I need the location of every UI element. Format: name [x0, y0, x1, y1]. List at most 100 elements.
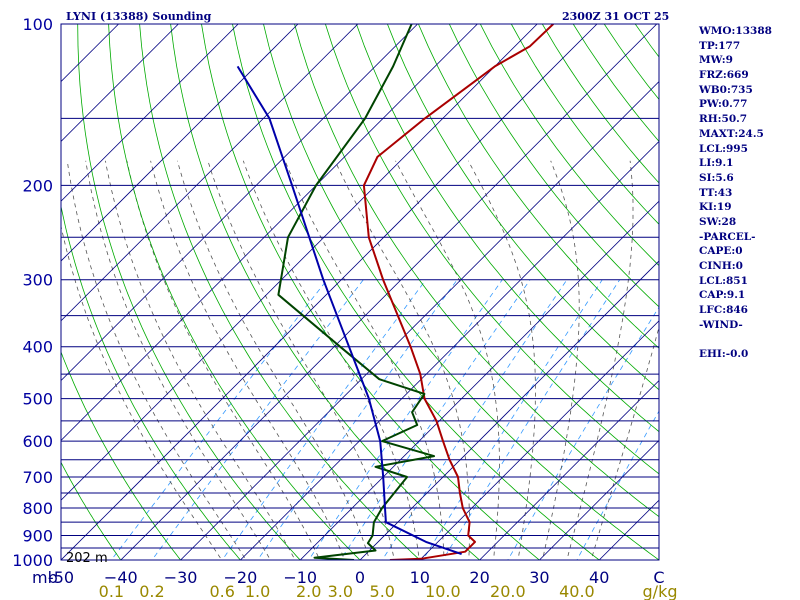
- temperature-tick-label: 20: [469, 568, 489, 587]
- temperature-trace: [362, 24, 554, 560]
- isotherm-line: [61, 24, 239, 202]
- pressure-tick-label: 400: [22, 338, 53, 357]
- isotherm-line: [61, 24, 538, 501]
- sounding-timestamp: 2300Z 31 OCT 25: [562, 10, 670, 23]
- isotherm-line: [419, 320, 659, 560]
- moist-adiabat-line: [566, 160, 634, 560]
- temperature-tick-label: 10: [410, 568, 430, 587]
- dry-adiabat-line: [61, 461, 122, 560]
- dry-adiabat-line: [139, 24, 421, 560]
- isotherm-line: [539, 439, 659, 560]
- isotherm-line: [240, 140, 659, 560]
- mixing-ratio-label: 5.0: [370, 582, 395, 600]
- mixing-ratio-label: 2.0: [296, 582, 321, 600]
- mixing-ratio-label: 0.6: [209, 582, 234, 600]
- index-item: LFC:846: [699, 304, 748, 317]
- dry-adiabat-line: [387, 24, 659, 391]
- temperature-tick-label: -50: [48, 568, 74, 587]
- temperature-tick-label: −10: [283, 568, 317, 587]
- dry-adiabat-line: [170, 24, 481, 560]
- index-item: EHI:-0.0: [699, 348, 749, 361]
- index-item: TP:177: [699, 39, 741, 52]
- index-item: SI:5.6: [699, 171, 734, 184]
- mixing-ratio-line: [308, 279, 503, 560]
- pressure-tick-label: 700: [22, 468, 53, 487]
- dry-adiabat-line: [448, 24, 659, 308]
- temperature-unit-label: C: [653, 568, 664, 587]
- mixing-ratio-label: 40.0: [559, 582, 595, 600]
- moist-adiabat-line: [590, 325, 659, 560]
- isotherm-line: [359, 260, 659, 560]
- temperature-tick-label: 40: [589, 568, 609, 587]
- dry-adiabat-line: [356, 24, 659, 433]
- pressure-unit-label: mb: [32, 568, 58, 587]
- index-item: FRZ:669: [699, 69, 749, 82]
- moist-adiabat-line: [177, 160, 370, 560]
- pressure-tick-label: 300: [22, 271, 53, 290]
- isotherm-line: [479, 380, 659, 560]
- pressure-tick-label: 500: [22, 390, 53, 409]
- mixing-ratio-unit-label: g/kg: [643, 582, 678, 600]
- mixing-ratio-label: 20.0: [490, 582, 526, 600]
- mixing-ratio-label: 1.0: [245, 582, 270, 600]
- plot-frame: [60, 23, 660, 561]
- parcel-trace: [236, 65, 462, 556]
- index-item: PW:0.77: [699, 98, 748, 111]
- isotherm-line: [180, 81, 659, 560]
- isotherm-line: [61, 24, 418, 382]
- surface-height-label: 202 m: [66, 551, 108, 566]
- index-item: -WIND-: [699, 318, 743, 331]
- index-item: -PARCEL-: [699, 230, 756, 243]
- isobars: [61, 23, 659, 561]
- index-item: MAXT:24.5: [699, 127, 764, 140]
- axis-labels: 202 m1002003004005006007008009001000-50−…: [12, 15, 677, 600]
- index-item: TT:43: [699, 186, 733, 199]
- plot-area: [61, 24, 659, 560]
- pressure-tick-label: 900: [22, 526, 53, 545]
- dry-adiabat-line: [61, 350, 182, 560]
- temperature-tick-label: 30: [529, 568, 549, 587]
- isotherm-line: [61, 24, 299, 262]
- dewpoint-trace: [277, 24, 435, 560]
- index-item: RH:50.7: [699, 113, 748, 126]
- dry-adiabat-line: [61, 204, 241, 560]
- moist-adiabat-line: [85, 160, 271, 560]
- moist-adiabat-line: [126, 160, 321, 560]
- mixing-ratio-label: 0.1: [99, 582, 124, 600]
- dry-adiabat-line: [294, 24, 659, 518]
- isotherm-line: [61, 24, 478, 441]
- mixing-ratio-line: [151, 279, 364, 560]
- moist-adiabat-line: [395, 160, 500, 560]
- sounding-traces: [236, 24, 554, 560]
- index-item: CAPE:0: [699, 245, 743, 258]
- index-item: LI:9.1: [699, 157, 734, 170]
- index-item: LCL:851: [699, 274, 748, 287]
- index-item: [699, 332, 772, 347]
- moist-adiabat-line: [467, 160, 536, 560]
- temperature-tick-label: 0: [355, 568, 365, 587]
- mixing-ratio-line: [339, 279, 531, 560]
- index-item: KI:19: [699, 201, 732, 214]
- dry-adiabat-line: [263, 24, 659, 560]
- isotherm-line: [61, 24, 179, 142]
- temperature-tick-label: −30: [164, 568, 198, 587]
- pressure-tick-label: 100: [22, 15, 53, 34]
- index-item: WMO:13388: [699, 25, 772, 37]
- isotherm-line: [61, 24, 359, 322]
- mixing-ratio-line: [576, 410, 659, 560]
- mixing-ratio-line: [422, 279, 603, 560]
- mixing-ratio-label: 3.0: [328, 582, 353, 600]
- temperature-tick-label: −40: [104, 568, 138, 587]
- index-item: SW:28: [699, 215, 737, 228]
- index-item: CAP:9.1: [699, 289, 746, 302]
- pressure-tick-label: 800: [22, 499, 53, 518]
- mixing-ratio-line: [221, 279, 427, 560]
- dry-adiabat-line: [77, 24, 301, 560]
- mixing-ratio-line: [110, 279, 328, 560]
- stability-indices: WMO:13388 TP:177 MW:9 FRZ:669 WB0:735 PW:0.77…: [699, 24, 772, 362]
- sounding-title: LYNI (13388) Sounding: [66, 10, 212, 23]
- dry-adiabats: [61, 24, 659, 560]
- pressure-tick-label: 1000: [12, 551, 53, 570]
- moist-adiabat-line: [61, 224, 223, 560]
